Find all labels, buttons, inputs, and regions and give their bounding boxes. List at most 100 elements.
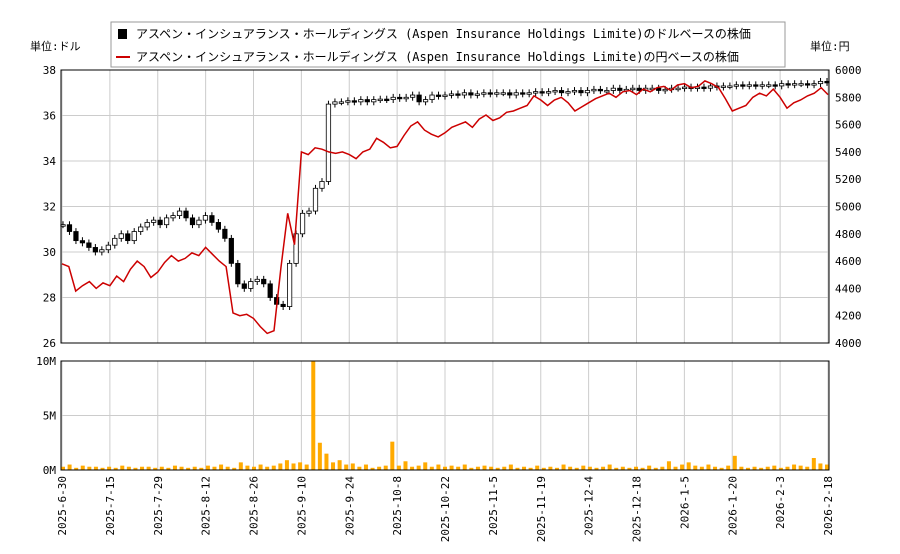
volume-bar (278, 463, 283, 470)
volume-bar (587, 466, 592, 470)
right-tick-label: 5600 (835, 119, 862, 132)
legend-usd-label: アスペン・インシュアランス・ホールディングス (Aspen Insurance … (136, 26, 751, 41)
usd-candle-body (125, 233, 131, 242)
usd-candle-body (228, 237, 234, 264)
jpy-price-line (61, 80, 829, 335)
usd-candle-body (131, 231, 137, 242)
volume-tick-label: 0M (43, 464, 57, 477)
usd-candle-body (99, 249, 105, 253)
volume-bar (350, 463, 355, 470)
x-tick-label: 2026-1-20 (726, 476, 739, 536)
usd-candle-body (422, 99, 429, 103)
usd-candle-body (766, 84, 772, 87)
volume-bar (568, 466, 573, 470)
usd-candle-body (267, 283, 273, 298)
usd-candle-body (209, 215, 215, 223)
usd-candle-body (720, 85, 727, 88)
volume-bar (614, 467, 619, 470)
right-tick-label: 5200 (835, 173, 862, 186)
usd-candle-body (338, 101, 345, 104)
volume-bar (205, 465, 210, 470)
volume-bar (238, 462, 243, 470)
volume-bar (548, 466, 553, 470)
usd-candle-body (261, 278, 267, 285)
volume-bar (107, 466, 112, 470)
usd-candle-body (112, 237, 118, 246)
usd-candle-body (746, 84, 752, 87)
volume-bar (199, 467, 204, 470)
volume-bar (726, 465, 731, 470)
usd-candle-body (753, 84, 759, 87)
usd-candle-body (79, 240, 86, 244)
volume-bar (528, 467, 533, 470)
volume-bar (225, 466, 230, 470)
volume-bar (186, 467, 191, 470)
volume-bar (100, 467, 105, 470)
right-tick-label: 4200 (835, 310, 862, 323)
usd-candle-body (351, 100, 357, 103)
volume-bar (146, 466, 151, 470)
legend-box (110, 21, 786, 68)
volume-bar (331, 462, 336, 470)
volume-bar (126, 466, 131, 470)
volume-bar (284, 460, 289, 470)
usd-candle-body (222, 228, 228, 239)
volume-bar (416, 465, 421, 470)
usd-candle-body (468, 92, 474, 96)
volume-bar (792, 464, 797, 470)
x-tick-label: 2025-7-15 (104, 476, 117, 536)
volume-bar (489, 466, 494, 470)
usd-candle-body (390, 96, 396, 100)
volume-bar (660, 466, 665, 470)
usd-candle-body (287, 262, 293, 307)
usd-candle-body (435, 94, 442, 97)
volume-bar (449, 465, 454, 470)
usd-candle-body (701, 86, 707, 89)
usd-candle-body (332, 101, 338, 105)
usd-candle-body (157, 219, 163, 226)
usd-candle-body (319, 181, 325, 189)
volume-bar (192, 466, 197, 470)
usd-candle-body (578, 90, 584, 94)
volume-bar (390, 441, 395, 470)
volume-bar (561, 464, 566, 470)
volume-bar (640, 467, 645, 470)
volume-axis-ticks: 0M 5M 10M (36, 355, 56, 477)
right-tick-label: 6000 (835, 64, 862, 77)
volume-bar (456, 466, 461, 470)
x-tick-label: 2025-8-26 (248, 476, 261, 536)
volume-tick-label: 5M (43, 410, 57, 423)
volume-bar (647, 465, 652, 470)
usd-candle-body (73, 231, 79, 242)
volume-bar (732, 455, 737, 470)
usd-candle-body (487, 92, 493, 95)
volume-bar (258, 464, 263, 470)
left-tick-label: 32 (43, 201, 56, 214)
usd-candle-body (740, 84, 746, 87)
volume-bar (324, 453, 329, 470)
volume-bar (179, 466, 184, 470)
volume-bar (535, 465, 540, 470)
usd-candle-body (675, 87, 681, 91)
usd-candle-body (403, 96, 409, 100)
volume-bar (80, 465, 85, 470)
volume-bar (620, 466, 625, 470)
x-tick-label: 2025-11-5 (487, 476, 500, 536)
usd-candle-body (545, 91, 552, 94)
left-tick-label: 36 (43, 110, 56, 123)
right-unit-label: 単位:円 (810, 39, 850, 53)
legend-usd-swatch (118, 29, 127, 39)
usd-candle-body (798, 83, 804, 86)
volume-bar (61, 466, 65, 470)
usd-candle-body (513, 92, 519, 96)
x-tick-label: 2025-8-12 (200, 476, 213, 536)
volume-bar (699, 466, 704, 470)
volume-bar (713, 466, 718, 470)
volume-bar (410, 466, 415, 470)
usd-candle-body (448, 93, 455, 96)
volume-bar (252, 466, 256, 470)
volume-bar (594, 467, 599, 470)
volume-bar (765, 466, 770, 470)
volume-bar (574, 467, 579, 470)
